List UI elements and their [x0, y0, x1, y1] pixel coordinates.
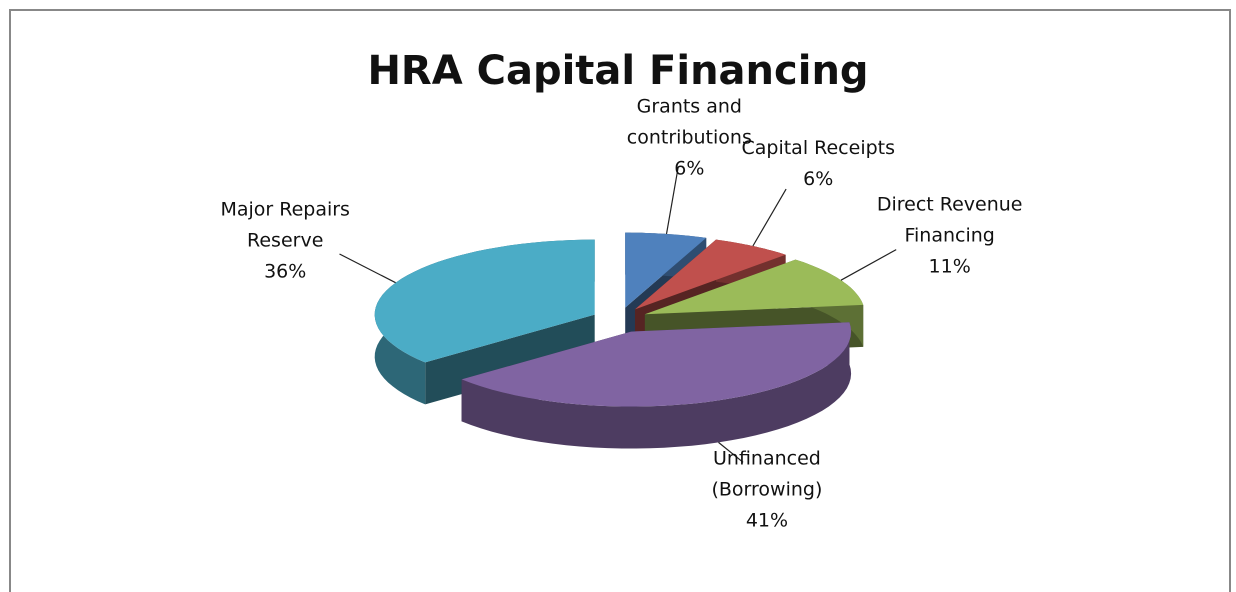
- slice-top: [644, 259, 864, 315]
- data-label: Unfinanced (Borrowing) 41%: [682, 443, 852, 536]
- data-label: Direct Revenue Financing 11%: [865, 190, 1035, 283]
- slice-top: [461, 322, 852, 407]
- value-label: 6%: [803, 167, 834, 190]
- leader-line: [752, 188, 787, 247]
- slice-wall: [461, 322, 852, 449]
- leader-line: [665, 167, 679, 235]
- leader-line: [339, 253, 396, 284]
- leader-line: [840, 249, 897, 281]
- value-label: 41%: [745, 509, 789, 532]
- slice-top: [625, 232, 707, 308]
- category-label: Capital Receipts: [741, 136, 896, 159]
- category-label: Grants and contributions: [626, 95, 752, 149]
- data-label: Major Repairs Reserve 36%: [200, 195, 370, 288]
- data-label: Grants and contributions 6%: [604, 92, 774, 185]
- chart-title: HRA Capital Financing: [367, 48, 869, 94]
- value-label: 6%: [674, 157, 705, 180]
- leader-line: [718, 441, 744, 463]
- category-label: Direct Revenue Financing: [876, 193, 1023, 247]
- value-label: 36%: [264, 260, 307, 283]
- slice-top: [374, 239, 595, 363]
- slice-top: [635, 239, 786, 310]
- chart-border: [9, 9, 1231, 592]
- category-label: Unfinanced (Borrowing): [711, 447, 823, 501]
- value-label: 11%: [928, 255, 971, 278]
- data-label: Capital Receipts 6%: [733, 133, 903, 195]
- category-label: Major Repairs Reserve: [220, 198, 350, 252]
